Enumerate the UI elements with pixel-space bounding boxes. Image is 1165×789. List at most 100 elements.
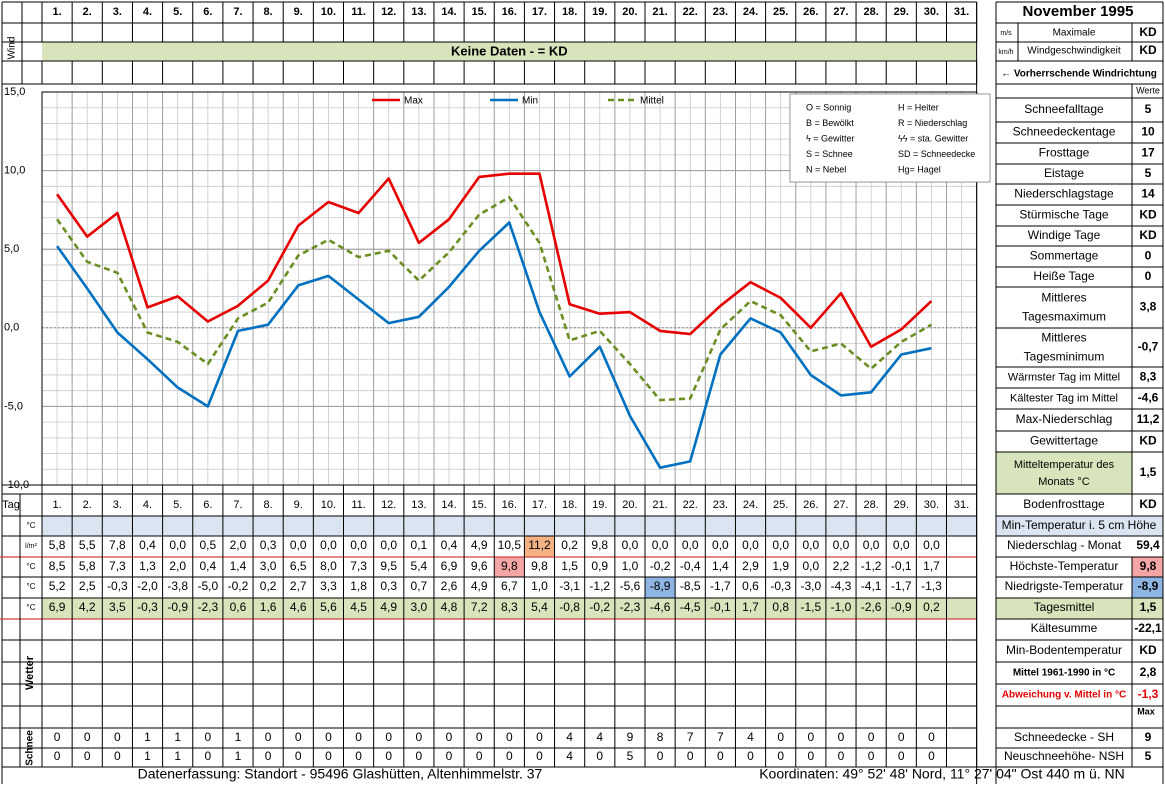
table-cell-max: 7,3 (109, 559, 126, 573)
table-day-label: 18. (562, 499, 577, 511)
table-cell-max: 1,4 (230, 559, 247, 573)
stat-label: Heiße Tage (1033, 269, 1094, 283)
stat-value: 1,5 (1140, 465, 1157, 479)
stat-label: Sommertage (1030, 249, 1099, 263)
table-cell-min: -1,2 (589, 579, 610, 593)
table-day-label: 11. (351, 499, 365, 511)
table-cell-min: -2,0 (137, 579, 158, 593)
table-day-label: 13. (411, 499, 426, 511)
table-cell-mittel: 8,3 (501, 600, 518, 614)
table-cell-max: 1,5 (561, 559, 578, 573)
table-cell-max: 1,4 (712, 559, 729, 573)
stat-label: Tagesmaximum (1022, 310, 1106, 324)
table-cell-neuschnee: 1 (235, 749, 242, 763)
werte-label: Werte (1136, 85, 1160, 95)
symbol-legend-item: ϟϟ = sta. Gewitter (898, 133, 968, 143)
stat-value: 8,3 (1140, 370, 1157, 384)
table-cell-neuschnee: 0 (114, 749, 121, 763)
y-tick-label: -5,0 (4, 400, 23, 412)
header-day-label: 8. (264, 6, 273, 18)
table-cell-mittel: 4,5 (350, 600, 367, 614)
header-day-label: 28. (863, 6, 878, 18)
max-wind-label-2: Windgeschwindigkeit (1027, 46, 1121, 57)
table-cell-schneedecke: 0 (868, 730, 875, 744)
panel-value: 9 (1145, 730, 1152, 744)
symbol-legend-item: R = Niederschlag (898, 118, 967, 128)
stat-label: Mitteltemperatur des (1014, 459, 1115, 471)
table-cell-niederschlag: 7,8 (109, 538, 126, 552)
y-tick-label: 15,0 (4, 86, 25, 98)
table-cell-max: 1,9 (772, 559, 789, 573)
panel-label: Tagesmittel (1034, 600, 1095, 614)
table-cell-min: -4,3 (831, 579, 852, 593)
stat-label: Frosttage (1039, 146, 1090, 160)
footer-location: Datenerfassung: Standort - 95496 Glashüt… (138, 766, 543, 782)
table-cell-schneedecke: 0 (265, 730, 272, 744)
header-day-label: 14. (441, 6, 456, 18)
y-tick-label: 0,0 (4, 322, 19, 334)
table-cell-mittel: 4,2 (79, 600, 96, 614)
stat-label: Mittleres (1041, 291, 1086, 305)
table-cell-min: 2,5 (79, 579, 96, 593)
table-cell-niederschlag: 0,0 (682, 538, 699, 552)
table-cell-neuschnee: 0 (898, 749, 905, 763)
stat-label: Monats °C (1038, 476, 1090, 488)
table-cell-schneedecke: 0 (898, 730, 905, 744)
table-cell-neuschnee: 0 (868, 749, 875, 763)
panel-label: Niederschlag - Monat (1007, 538, 1122, 552)
table-cell-min: 4,9 (471, 579, 488, 593)
header-day-label: 6. (203, 6, 212, 18)
table-day-label: 15. (472, 499, 487, 511)
stat-label: Tagesminimum (1024, 350, 1105, 364)
symbol-legend-item: H = Heiter (898, 102, 939, 112)
stat-value: 10 (1141, 125, 1155, 139)
symbol-legend-item: Hg= Hagel (898, 164, 941, 174)
table-cell-niederschlag: 0,0 (802, 538, 819, 552)
table-cell-niederschlag: 0,0 (893, 538, 910, 552)
symbol-legend-item: S = Schnee (806, 149, 853, 159)
table-cell-schneedecke: 0 (114, 730, 121, 744)
stat-value: KD (1139, 228, 1157, 242)
table-cell-niederschlag: 0,0 (652, 538, 669, 552)
table-cell-mittel: 3,0 (411, 600, 428, 614)
table-cell-min: 0,3 (380, 579, 397, 593)
header-day-label: 15. (472, 6, 487, 18)
table-cell-min: 2,7 (290, 579, 307, 593)
table-day-label: 16. (502, 499, 517, 511)
header-day-label: 25. (773, 6, 788, 18)
table-cell-neuschnee: 0 (325, 749, 332, 763)
symbol-legend-item: ϟ = Gewitter (806, 133, 855, 143)
table-cell-niederschlag: 0,4 (139, 538, 156, 552)
y-tick-label: 5,0 (4, 243, 19, 255)
table-cell-neuschnee: 0 (54, 749, 61, 763)
table-cell-min: -0,2 (228, 579, 249, 593)
table-cell-niederschlag: 9,8 (591, 538, 608, 552)
table-day-label: 19. (592, 499, 607, 511)
table-cell-max: 8,5 (49, 559, 66, 573)
stat-value: 14 (1141, 187, 1155, 201)
symbol-legend-item: N = Nebel (806, 164, 846, 174)
stat-value: KD (1139, 434, 1157, 448)
panel-label: Abweichung v. Mittel in °C (1002, 690, 1126, 701)
table-cell-mittel: 3,5 (109, 600, 126, 614)
table-cell-schneedecke: 0 (536, 730, 543, 744)
table-day-label: 4. (143, 499, 152, 511)
table-cell-max: 6,9 (441, 559, 458, 573)
panel-label: Neuschneehöhe- NSH (1004, 749, 1124, 763)
table-day-label: 31. (954, 499, 969, 511)
table-cell-schneedecke: 0 (446, 730, 453, 744)
table-day-label: 29. (894, 499, 909, 511)
header-day-label: 10. (321, 6, 336, 18)
table-cell-schneedecke: 0 (928, 730, 935, 744)
panel-label: Min-Temperatur i. 5 cm Höhe (1002, 518, 1157, 532)
stat-value: 0 (1145, 249, 1152, 263)
table-cell-neuschnee: 0 (506, 749, 513, 763)
table-day-label: 21. (652, 499, 667, 511)
table-cell-max: 5,4 (411, 559, 428, 573)
table-cell-max: 1,0 (622, 559, 639, 573)
panel-value: -8,9 (1138, 579, 1159, 593)
table-cell-min: -1,7 (891, 579, 912, 593)
unit-label: l/m² (25, 543, 37, 550)
table-cell-schneedecke: 1 (235, 730, 242, 744)
table-cell-mittel: 0,6 (230, 600, 247, 614)
